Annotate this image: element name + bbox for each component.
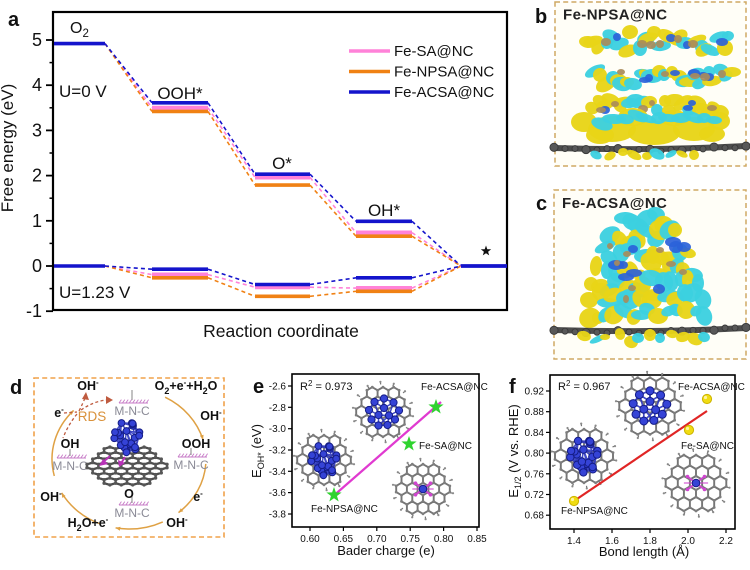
svg-text:OH-: OH- xyxy=(166,515,188,530)
svg-text:R2 = 0.973: R2 = 0.973 xyxy=(300,379,352,393)
svg-text:5: 5 xyxy=(32,30,42,50)
svg-text:M-N-C: M-N-C xyxy=(173,458,209,472)
svg-text:Fe-SA@NC: Fe-SA@NC xyxy=(681,441,734,452)
svg-text:-2.8: -2.8 xyxy=(269,403,287,414)
svg-text:0: 0 xyxy=(32,256,42,276)
svg-text:Fe-NPSA@NC: Fe-NPSA@NC xyxy=(394,64,494,81)
svg-text:Fe-NPSA@NC: Fe-NPSA@NC xyxy=(563,7,667,24)
svg-text:0.60: 0.60 xyxy=(300,534,320,545)
svg-text:0.92: 0.92 xyxy=(525,387,545,398)
svg-text:OH-: OH- xyxy=(77,378,99,393)
svg-text:OOH: OOH xyxy=(182,437,210,451)
svg-text:Bond length (Å): Bond length (Å) xyxy=(599,544,689,559)
svg-text:3: 3 xyxy=(32,120,42,140)
svg-text:2: 2 xyxy=(32,166,42,186)
svg-text:M-N-C: M-N-C xyxy=(52,459,88,473)
svg-text:c: c xyxy=(536,193,547,215)
svg-text:Fe-SA@NC: Fe-SA@NC xyxy=(419,441,472,452)
svg-text:OH*: OH* xyxy=(368,201,401,220)
svg-text:d: d xyxy=(10,377,22,399)
svg-text:0.76: 0.76 xyxy=(525,469,545,480)
svg-text:0.72: 0.72 xyxy=(525,490,545,501)
svg-text:U=0 V: U=0 V xyxy=(59,82,107,101)
svg-text:1.4: 1.4 xyxy=(567,536,581,547)
svg-text:-3.8: -3.8 xyxy=(269,510,287,521)
svg-text:0.68: 0.68 xyxy=(525,511,545,522)
svg-text:O: O xyxy=(124,487,134,501)
svg-text:-3.6: -3.6 xyxy=(269,488,287,499)
svg-text:Reaction coordinate: Reaction coordinate xyxy=(203,321,359,341)
svg-text:f: f xyxy=(509,376,516,398)
svg-text:0.85: 0.85 xyxy=(467,534,487,545)
svg-text:OH: OH xyxy=(61,437,80,451)
svg-text:O*: O* xyxy=(272,154,292,173)
svg-text:-1: -1 xyxy=(26,301,42,321)
svg-text:M-N-C: M-N-C xyxy=(114,404,150,418)
svg-text:Fe-ACSA@NC: Fe-ACSA@NC xyxy=(394,84,494,101)
svg-text:e: e xyxy=(253,376,264,398)
svg-text:0.84: 0.84 xyxy=(525,428,545,439)
svg-text:0.80: 0.80 xyxy=(434,534,454,545)
svg-text:1: 1 xyxy=(32,211,42,231)
svg-text:0.80: 0.80 xyxy=(525,449,545,460)
svg-text:-3.2: -3.2 xyxy=(269,446,287,457)
svg-text:OH-: OH- xyxy=(200,408,222,423)
svg-text:-2.6: -2.6 xyxy=(269,382,287,393)
svg-text:Fe-NPSA@NC: Fe-NPSA@NC xyxy=(311,504,378,515)
svg-text:EOH* (eV): EOH* (eV) xyxy=(249,424,266,478)
svg-text:Fe-NPSA@NC: Fe-NPSA@NC xyxy=(561,506,628,517)
svg-text:RDS: RDS xyxy=(78,409,107,424)
svg-text:Fe-SA@NC: Fe-SA@NC xyxy=(394,43,474,60)
svg-text:0.88: 0.88 xyxy=(525,407,545,418)
svg-text:-3.4: -3.4 xyxy=(269,467,287,478)
svg-text:b: b xyxy=(535,6,547,28)
svg-text:OOH*: OOH* xyxy=(157,84,203,103)
svg-text:a: a xyxy=(8,9,20,31)
svg-text:2.2: 2.2 xyxy=(719,536,733,547)
svg-text:Fe-ACSA@NC: Fe-ACSA@NC xyxy=(421,382,488,393)
svg-text:Fe-ACSA@NC: Fe-ACSA@NC xyxy=(678,382,745,393)
svg-text:R2 = 0.967: R2 = 0.967 xyxy=(558,379,610,393)
svg-text:U=1.23 V: U=1.23 V xyxy=(59,283,131,302)
svg-text:M-N-C: M-N-C xyxy=(114,506,150,520)
svg-text:4: 4 xyxy=(32,75,42,95)
svg-text:OH-: OH- xyxy=(40,489,62,504)
svg-text:Bader charge (e): Bader charge (e) xyxy=(337,543,435,558)
svg-text:-3.0: -3.0 xyxy=(269,424,287,435)
svg-text:Free energy (eV): Free energy (eV) xyxy=(0,84,17,213)
